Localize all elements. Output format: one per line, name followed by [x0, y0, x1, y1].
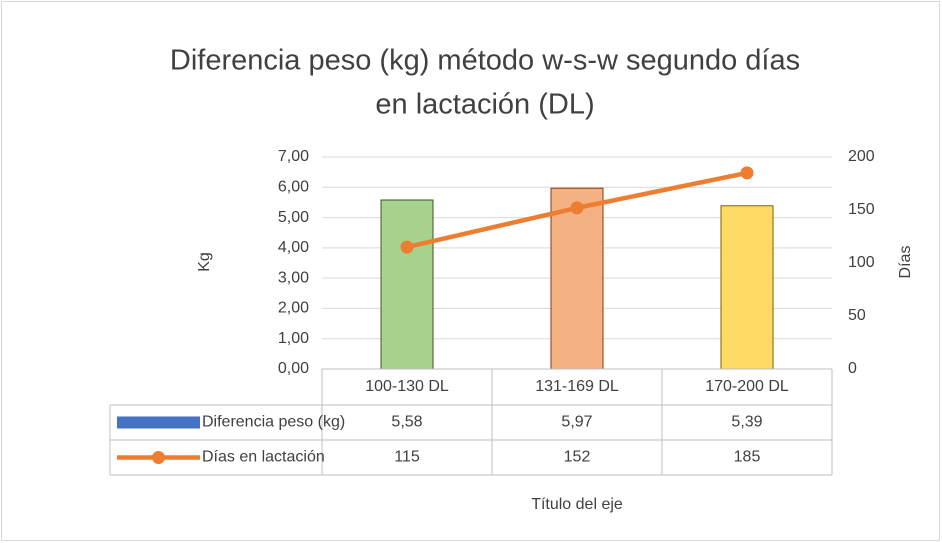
data-table-value: 5,39 — [731, 414, 762, 431]
bar — [380, 199, 434, 370]
line-marker — [400, 240, 414, 254]
line-marker — [570, 201, 584, 215]
y-tick-label: 3,00 — [278, 269, 309, 286]
legend-label: Días en lactación — [202, 449, 325, 466]
y-tick-label: 1,00 — [278, 330, 309, 347]
data-table-value: 152 — [564, 449, 591, 466]
y-tick-label: 7,00 — [278, 148, 309, 165]
y2-axis-title: Días — [897, 246, 914, 279]
y-tick-label: 6,00 — [278, 179, 309, 196]
legend-key — [117, 416, 200, 429]
x-tick-label: 100-130 DL — [365, 378, 449, 395]
y2-tick-label: 0 — [848, 360, 857, 377]
data-table-value: 185 — [734, 449, 761, 466]
y2-tick-label: 150 — [848, 201, 875, 218]
data-table-value: 5,58 — [391, 414, 422, 431]
bar — [720, 205, 774, 370]
chart-title: en lactación (DL) — [375, 89, 594, 121]
y-axis-title: Kg — [196, 252, 213, 272]
y2-tick-label: 200 — [848, 148, 875, 165]
y-tick-label: 4,00 — [278, 239, 309, 256]
legend-key — [152, 451, 165, 464]
y-tick-label: 2,00 — [278, 300, 309, 317]
bar — [550, 187, 604, 370]
chart-title: Diferencia peso (kg) método w-s-w segund… — [170, 45, 800, 77]
y-tick-label: 5,00 — [278, 209, 309, 226]
x-axis-title: Título del eje — [531, 496, 623, 513]
x-tick-label: 170-200 DL — [705, 378, 789, 395]
data-table-value: 115 — [394, 449, 420, 466]
y2-tick-label: 50 — [848, 307, 866, 324]
y2-tick-label: 100 — [848, 254, 875, 271]
legend-label: Diferencia peso (kg) — [202, 414, 345, 431]
y-tick-label: 0,00 — [278, 360, 309, 377]
data-table-value: 5,97 — [561, 414, 592, 431]
x-tick-label: 131-169 DL — [535, 378, 619, 395]
line-marker — [740, 166, 754, 180]
